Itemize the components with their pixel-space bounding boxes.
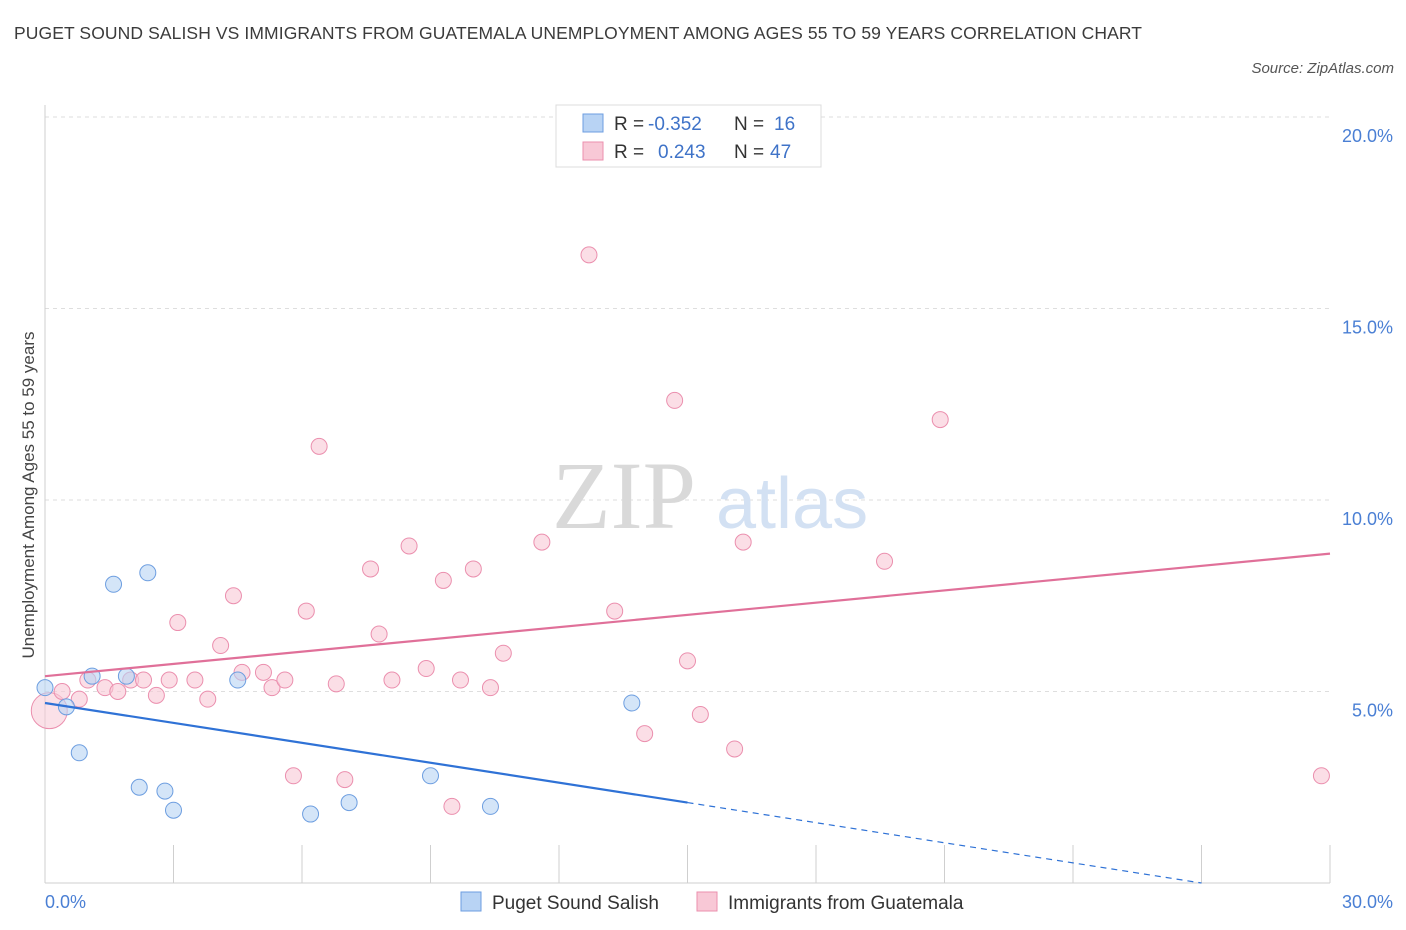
guatemala-point-8: [147, 686, 165, 704]
series-puget-sound-salish: [36, 564, 641, 823]
guatemala-point-37: [606, 602, 624, 620]
source-label: Source: ZipAtlas.com: [1251, 60, 1394, 77]
trend-line-guatemala: [44, 552, 1331, 678]
y-tick-labels: 5.0% 10.0% 15.0% 20.0%: [1342, 126, 1393, 721]
legend-n-value-2: 47: [770, 142, 791, 163]
guatemala-point-22: [327, 675, 345, 693]
guatemala-point-14: [224, 587, 242, 605]
legend-r-label-1: R =: [614, 114, 644, 135]
puget-point-9: [165, 801, 182, 819]
puget-point-0: [36, 679, 54, 697]
y-tick-label-0: 5.0%: [1352, 701, 1393, 721]
guatemala-point-31: [451, 671, 469, 689]
x-tick-label-0: 0.0%: [45, 892, 86, 912]
trend-line-puget-extension: [687, 801, 1202, 884]
guatemala-point-42: [726, 740, 744, 758]
guatemala-point-23: [336, 771, 354, 789]
bottom-legend-swatch-guatemala: [696, 891, 718, 912]
guatemala-point-43: [734, 533, 752, 551]
legend-n-label-2: N =: [734, 142, 764, 163]
legend-n-label-1: N =: [734, 114, 764, 135]
puget-point-6: [130, 778, 148, 796]
series-immigrants-from-guatemala: [30, 246, 1330, 815]
guatemala-point-19: [284, 767, 302, 785]
y-axis-label: Unemployment Among Ages 55 to 59 years: [19, 332, 38, 659]
puget-point-7: [139, 564, 157, 582]
puget-point-11: [302, 805, 320, 823]
watermark: ZIP atlas: [552, 442, 868, 549]
guatemala-point-21: [310, 437, 328, 455]
puget-point-10: [229, 671, 247, 689]
trend-line-puget: [44, 701, 688, 804]
guatemala-point-25: [370, 625, 388, 643]
guatemala-point-36: [580, 246, 598, 264]
guatemala-point-38: [636, 725, 654, 743]
guatemala-point-45: [931, 411, 949, 429]
guatemala-point-35: [533, 533, 551, 551]
puget-point-4: [105, 575, 123, 593]
grid-lines: [45, 116, 1330, 692]
guatemala-point-1: [53, 683, 71, 700]
x-tick-marks: [173, 845, 1331, 883]
guatemala-point-2: [70, 690, 88, 708]
x-tick-labels: 0.0% 30.0%: [45, 892, 1393, 912]
guatemala-point-33: [481, 679, 499, 697]
puget-point-14: [481, 797, 499, 815]
y-tick-label-3: 20.0%: [1342, 126, 1393, 146]
bottom-legend-label-puget: Puget Sound Salish: [492, 893, 659, 914]
guatemala-point-40: [679, 652, 696, 670]
y-tick-label-2: 15.0%: [1342, 318, 1393, 338]
series-legend: Puget Sound Salish Immigrants from Guate…: [460, 891, 964, 914]
guatemala-point-30: [443, 797, 461, 815]
guatemala-point-24: [362, 560, 380, 578]
guatemala-point-20: [297, 602, 315, 620]
guatemala-point-13: [212, 637, 230, 655]
guatemala-point-39: [666, 391, 684, 409]
puget-point-5: [117, 667, 135, 685]
guatemala-point-5: [109, 683, 127, 700]
legend-r-label-2: R =: [614, 142, 644, 163]
guatemala-point-27: [400, 537, 418, 555]
puget-point-12: [340, 794, 358, 812]
bottom-legend-label-guatemala: Immigrants from Guatemala: [728, 893, 964, 914]
chart-title: PUGET SOUND SALISH VS IMMIGRANTS FROM GU…: [14, 23, 1143, 43]
guatemala-point-34: [494, 644, 512, 662]
guatemala-point-12: [199, 690, 217, 708]
guatemala-point-26: [383, 671, 401, 689]
puget-point-8: [156, 782, 174, 800]
watermark-zip: ZIP: [552, 442, 696, 549]
legend-swatch-guatemala: [582, 141, 604, 161]
guatemala-point-10: [169, 614, 187, 632]
guatemala-point-32: [464, 560, 482, 578]
guatemala-point-18: [276, 671, 294, 689]
puget-point-2: [70, 744, 88, 762]
correlation-legend: R = -0.352 N = 16 R = 0.243 N = 47: [555, 104, 822, 168]
guatemala-point-44: [876, 552, 894, 570]
legend-swatch-puget: [582, 113, 604, 133]
bottom-legend-swatch-puget: [460, 891, 482, 912]
guatemala-point-29: [434, 571, 452, 589]
legend-r-value-2: 0.243: [658, 142, 706, 163]
legend-n-value-1: 16: [774, 114, 795, 135]
guatemala-point-41: [691, 705, 709, 723]
puget-point-13: [422, 767, 439, 785]
trend-lines: [44, 552, 1331, 884]
guatemala-point-16: [254, 663, 272, 681]
watermark-atlas: atlas: [716, 464, 868, 544]
x-tick-label-1: 30.0%: [1342, 892, 1393, 912]
y-tick-label-1: 10.0%: [1342, 509, 1393, 529]
guatemala-point-11: [186, 671, 204, 689]
puget-point-15: [623, 694, 641, 712]
guatemala-point-9: [160, 671, 178, 689]
guatemala-point-17: [263, 679, 281, 697]
guatemala-point-46: [1312, 767, 1330, 785]
guatemala-point-28: [417, 660, 435, 678]
guatemala-point-7: [135, 671, 153, 689]
legend-r-value-1: -0.352: [648, 114, 702, 135]
